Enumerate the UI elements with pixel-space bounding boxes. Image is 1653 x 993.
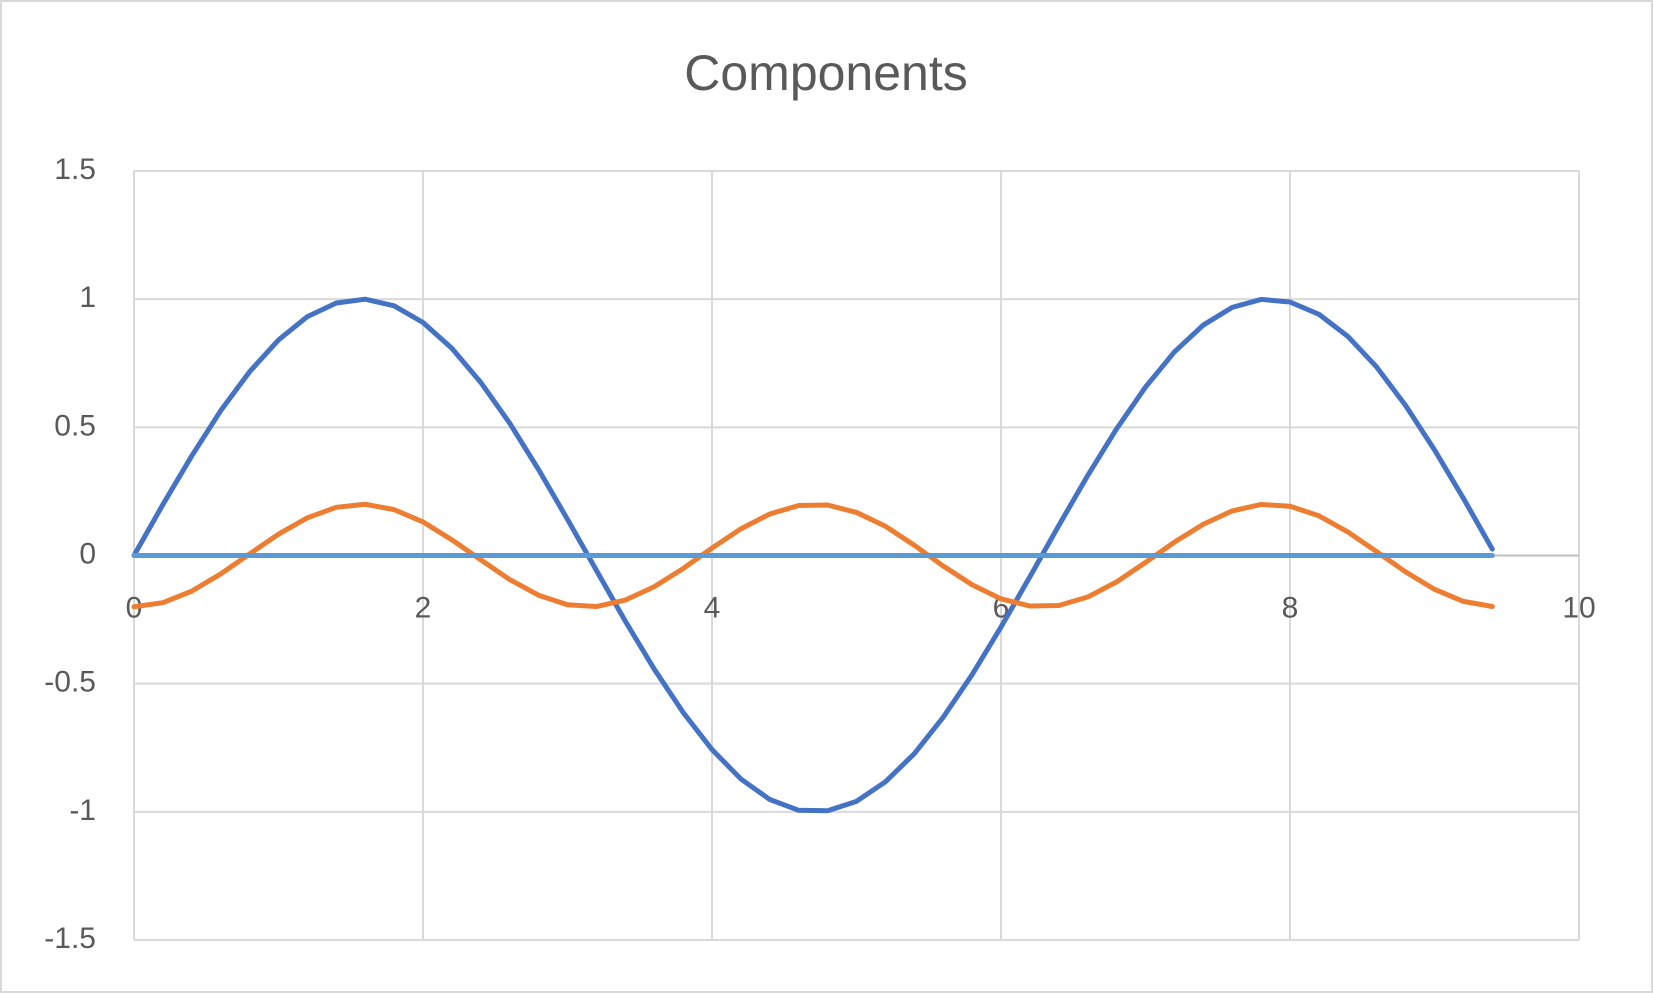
y-tick-label: 0.5	[54, 409, 96, 442]
x-tick-label: 8	[1282, 591, 1299, 624]
y-tick-label: -1	[69, 794, 96, 827]
x-tick-label: 4	[704, 591, 721, 624]
y-tick-label: -1.5	[44, 922, 96, 955]
x-tick-label: 2	[415, 591, 432, 624]
y-tick-label: -0.5	[44, 666, 96, 699]
series-line	[131, 501, 1495, 610]
chart-title: Components	[684, 45, 968, 101]
x-tick-label: 10	[1562, 591, 1595, 624]
y-tick-label: 1.5	[54, 153, 96, 186]
y-tick-label: 1	[79, 281, 96, 314]
series-line	[131, 296, 1495, 814]
y-tick-label: 0	[79, 537, 96, 570]
